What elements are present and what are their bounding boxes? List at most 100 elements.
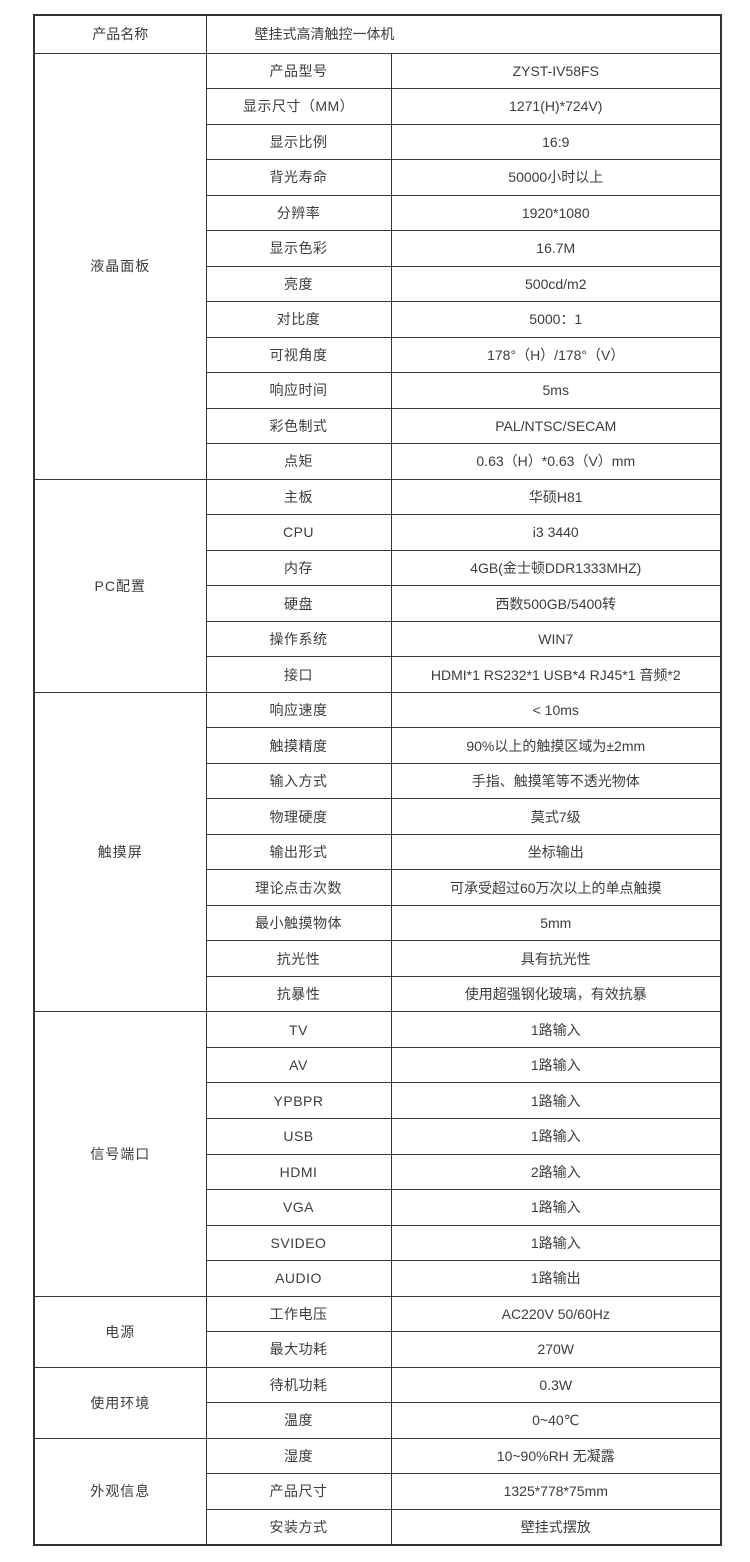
spec-label-cell: YPBPR (205, 1082, 392, 1119)
spec-label-cell: 接口 (205, 656, 392, 693)
spec-value-cell: 1路输入 (390, 1224, 722, 1262)
spec-label-cell: 显示尺寸（MM） (205, 88, 392, 125)
spec-label-cell: TV (205, 1011, 392, 1048)
category-cell: 电源 (33, 1295, 207, 1368)
spec-label-cell: 亮度 (205, 265, 392, 303)
spec-value-cell: 16:9 (390, 123, 722, 161)
spec-row: 最小触摸物体 5mm (34, 904, 722, 942)
spec-label-cell: 安装方式 (205, 1508, 392, 1546)
category-cell: 外观信息 (33, 1437, 207, 1546)
spec-row: AV 1路输入 (34, 1046, 722, 1084)
spec-label-cell: 输出形式 (205, 833, 392, 871)
spec-label-cell: 触摸精度 (205, 727, 392, 764)
spec-row: 触摸精度 90%以上的触摸区域为±2mm (34, 727, 722, 764)
spec-value-cell: 0.3W (390, 1366, 722, 1404)
spec-value-cell: 2路输入 (390, 1153, 722, 1191)
spec-label-cell: SVIDEO (205, 1224, 392, 1262)
spec-label-cell: 彩色制式 (205, 407, 392, 445)
spec-label-cell: 输入方式 (205, 762, 392, 800)
spec-label-cell: 硬盘 (205, 585, 392, 622)
spec-row: 输出形式 坐标输出 (34, 833, 722, 871)
product-name-value: 壁挂式高清触控一体机 (205, 14, 722, 54)
spec-row: 内存 4GB(金士顿DDR1333MHZ) (34, 549, 722, 587)
spec-row: 显示尺寸（MM） 1271(H)*724V) (34, 88, 722, 125)
spec-value-cell: 具有抗光性 (390, 940, 722, 977)
spec-value-cell: ZYST-IV58FS (390, 52, 722, 90)
spec-label-cell: VGA (205, 1189, 392, 1226)
spec-value-cell: 1路输入 (390, 1046, 722, 1084)
category-cell: 触摸屏 (33, 691, 207, 1013)
spec-label-cell: 背光寿命 (205, 159, 392, 196)
spec-row: 外观信息 湿度 10~90%RH 无凝露 (33, 1437, 722, 1546)
category-cell: 信号端口 (33, 1011, 207, 1297)
spec-value-cell: 壁挂式摆放 (390, 1508, 722, 1546)
spec-value-cell: 手指、触摸笔等不透光物体 (390, 762, 722, 800)
spec-value-cell: 1920*1080 (390, 194, 722, 232)
spec-label-cell: 对比度 (205, 301, 392, 338)
spec-label-cell: 主板 (205, 478, 392, 516)
spec-label-cell: 抗暴性 (205, 975, 392, 1013)
spec-value-cell: 5ms (390, 372, 722, 409)
spec-row: 抗光性 具有抗光性 (34, 940, 722, 977)
spec-table-body: 产品名称 壁挂式高清触控一体机 液晶面板 产品型号 ZYST-IV58FS 显示尺寸（… (33, 14, 722, 1546)
spec-label-cell: 显示比例 (205, 123, 392, 161)
spec-value-cell: 0.63（H）*0.63（V）mm (390, 443, 722, 480)
spec-row: 触摸屏 响应速度 < 10ms (33, 691, 722, 1013)
category-cell: 使用环境 (33, 1366, 207, 1439)
spec-value-cell: 5mm (390, 904, 722, 942)
spec-label-cell: 响应速度 (205, 691, 392, 729)
spec-value-cell: 坐标输出 (390, 833, 722, 871)
spec-row: 信号端口 TV 1路输入 (33, 1011, 722, 1297)
category-cell: PC配置 (33, 478, 207, 693)
spec-label-cell: 响应时间 (205, 372, 392, 409)
spec-row: 硬盘 西数500GB/5400转 (34, 585, 722, 622)
spec-value-cell: 4GB(金士顿DDR1333MHZ) (390, 549, 722, 587)
spec-row: 使用环境 待机功耗 0.3W (33, 1366, 722, 1439)
spec-label-cell: 点矩 (205, 443, 392, 480)
spec-label-cell: 最大功耗 (205, 1331, 392, 1368)
spec-label-cell: 抗光性 (205, 940, 392, 977)
spec-label-cell: 可视角度 (205, 336, 392, 374)
category-cell: 液晶面板 (33, 52, 207, 480)
spec-row: 电源 工作电压 AC220V 50/60Hz (33, 1295, 722, 1368)
spec-value-cell: 1路输出 (390, 1260, 722, 1297)
spec-label-cell: USB (205, 1117, 392, 1155)
spec-value-cell: 500cd/m2 (390, 265, 722, 303)
spec-row: 安装方式 壁挂式摆放 (34, 1508, 722, 1546)
spec-label-cell: CPU (205, 514, 392, 551)
spec-value-cell: 0~40℃ (390, 1402, 722, 1439)
spec-value-cell: 1325*778*75mm (390, 1473, 722, 1510)
spec-value-cell: 10~90%RH 无凝露 (390, 1437, 722, 1475)
spec-label-cell: 物理硬度 (205, 798, 392, 835)
spec-row: 分辨率 1920*1080 (34, 194, 722, 232)
spec-value-cell: i3 3440 (390, 514, 722, 551)
spec-value-cell: AC220V 50/60Hz (390, 1295, 722, 1333)
product-name-label: 产品名称 (33, 14, 207, 54)
spec-value-cell: < 10ms (390, 691, 722, 729)
spec-value-cell: 使用超强钢化玻璃，有效抗暴 (390, 975, 722, 1013)
spec-label-cell: 待机功耗 (205, 1366, 392, 1404)
spec-value-cell: 1路输入 (390, 1011, 722, 1048)
spec-label-cell: AV (205, 1046, 392, 1084)
spec-value-cell: 华硕H81 (390, 478, 722, 516)
spec-row: 接口 HDMI*1 RS232*1 USB*4 RJ45*1 音频*2 (34, 656, 722, 693)
spec-row: 操作系统 WIN7 (34, 620, 722, 658)
spec-label-cell: 工作电压 (205, 1295, 392, 1333)
product-name-row: 产品名称 壁挂式高清触控一体机 (33, 14, 722, 54)
spec-label-cell: 显示色彩 (205, 230, 392, 267)
spec-row: 抗暴性 使用超强钢化玻璃，有效抗暴 (34, 975, 722, 1013)
spec-label-cell: 产品尺寸 (205, 1473, 392, 1510)
spec-value-cell: PAL/NTSC/SECAM (390, 407, 722, 445)
spec-row: 显示色彩 16.7M (34, 230, 722, 267)
spec-row: YPBPR 1路输入 (34, 1082, 722, 1119)
spec-row: 点矩 0.63（H）*0.63（V）mm (34, 443, 722, 480)
spec-value-cell: 1路输入 (390, 1117, 722, 1155)
spec-row: 亮度 500cd/m2 (34, 265, 722, 303)
spec-label-cell: 温度 (205, 1402, 392, 1439)
spec-row: 对比度 5000：1 (34, 301, 722, 338)
spec-row: 背光寿命 50000小时以上 (34, 159, 722, 196)
spec-row: CPU i3 3440 (34, 514, 722, 551)
spec-row: 显示比例 16:9 (34, 123, 722, 161)
spec-label-cell: 理论点击次数 (205, 869, 392, 906)
spec-value-cell: 1271(H)*724V) (390, 88, 722, 125)
